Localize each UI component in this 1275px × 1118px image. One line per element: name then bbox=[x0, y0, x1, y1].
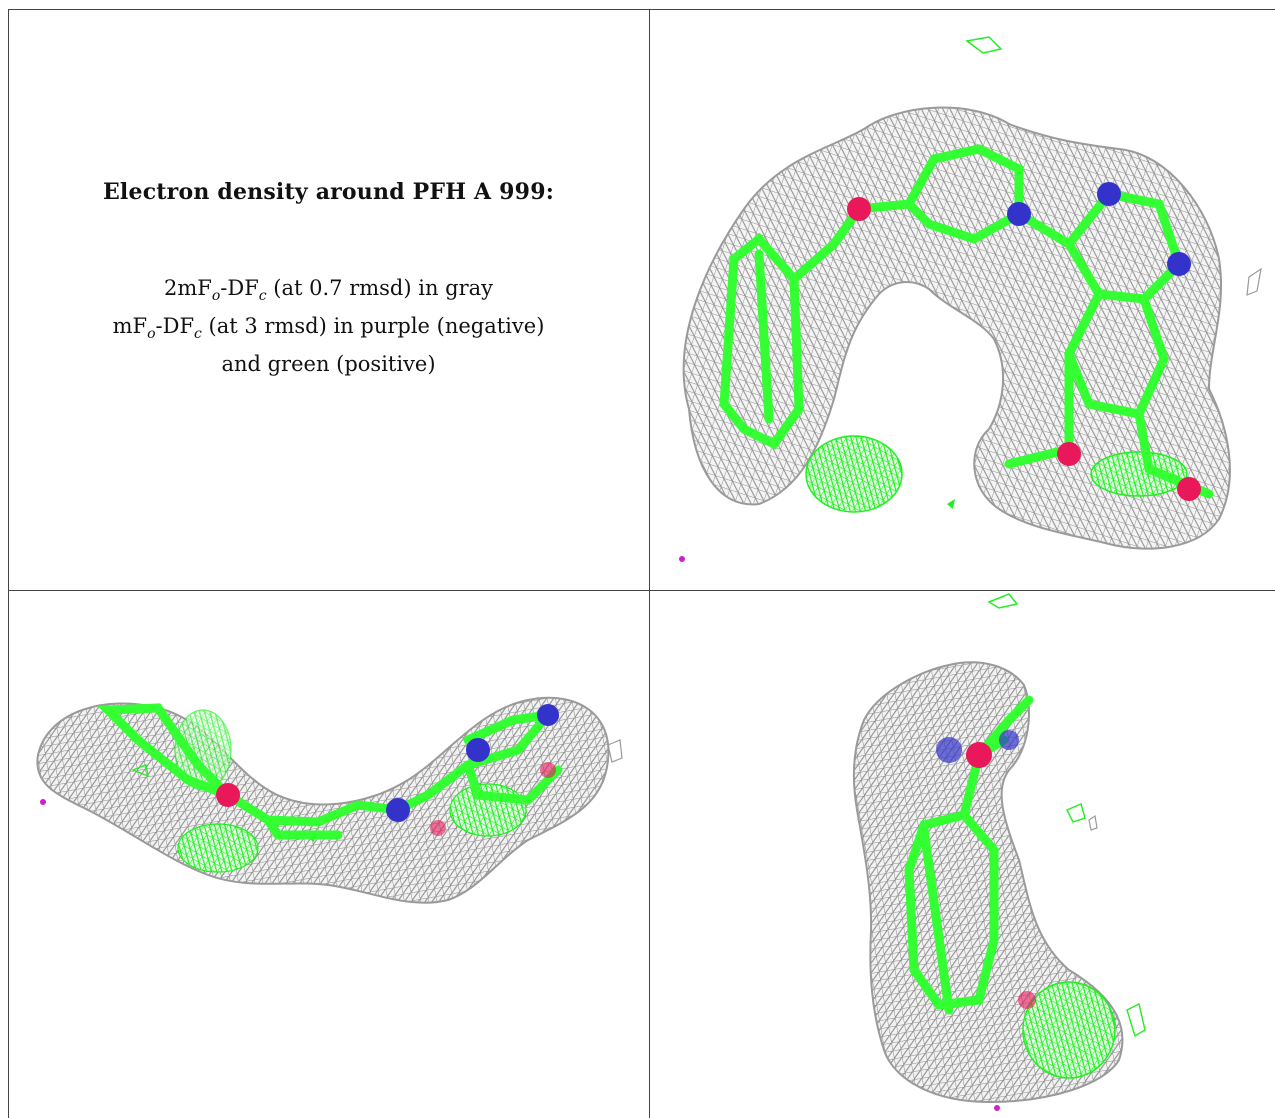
grid-line-horizontal bbox=[8, 590, 1275, 591]
legend-line-2fo: 2mFo-DFc (at 0.7 rmsd) in gray bbox=[163, 276, 494, 305]
negative-density-blob bbox=[679, 556, 685, 562]
grid-line-top bbox=[8, 9, 1275, 10]
legend-cell: Electron density around PFH A 999: 2mFo-… bbox=[8, 9, 649, 590]
oxygen-atom bbox=[1018, 991, 1036, 1009]
grid-line-left bbox=[8, 9, 9, 1118]
oxygen-atom bbox=[847, 197, 871, 221]
oxygen-atom bbox=[1057, 442, 1081, 466]
oxygen-atom bbox=[216, 783, 240, 807]
nitrogen-atom bbox=[1007, 202, 1031, 226]
nitrogen-atom bbox=[936, 737, 962, 763]
positive-density-fragment bbox=[947, 499, 955, 509]
nitrogen-atom bbox=[466, 738, 490, 762]
legend: Electron density around PFH A 999: 2mFo-… bbox=[8, 179, 649, 379]
mesh-fragment bbox=[1246, 267, 1262, 296]
density-panel-side bbox=[8, 590, 649, 1118]
legend-line-fo: mFo-DFc (at 3 rmsd) in purple (negative) bbox=[112, 314, 545, 343]
nitrogen-atom bbox=[1167, 252, 1191, 276]
positive-density-fragment bbox=[131, 764, 149, 778]
oxygen-atom bbox=[966, 742, 992, 768]
grid-line-vertical bbox=[649, 9, 650, 1118]
negative-density-blob bbox=[994, 1105, 1000, 1111]
mesh-fragment bbox=[607, 739, 623, 763]
oxygen-atom bbox=[430, 820, 446, 836]
density-panel-end bbox=[649, 590, 1275, 1118]
nitrogen-atom bbox=[1097, 182, 1121, 206]
negative-density-blob bbox=[40, 799, 46, 805]
positive-density-fragment bbox=[965, 36, 1003, 54]
density-panel-front bbox=[649, 9, 1275, 590]
legend-title: Electron density around PFH A 999: bbox=[102, 179, 555, 205]
nitrogen-atom bbox=[537, 704, 559, 726]
positive-density-blob bbox=[177, 823, 259, 873]
nitrogen-atom bbox=[386, 798, 410, 822]
positive-density-blob bbox=[1090, 451, 1188, 497]
legend-line-colors: and green (positive) bbox=[221, 352, 436, 377]
nitrogen-atom bbox=[999, 730, 1019, 750]
oxygen-atom bbox=[1177, 477, 1201, 501]
mesh-fragment bbox=[1088, 814, 1098, 831]
positive-density-fragment bbox=[1126, 1002, 1146, 1038]
positive-density-fragment bbox=[1066, 803, 1086, 823]
positive-density-blob bbox=[805, 435, 903, 513]
oxygen-atom bbox=[540, 762, 556, 778]
positive-density-blob bbox=[1022, 981, 1116, 1079]
positive-density-fragment bbox=[987, 593, 1019, 609]
